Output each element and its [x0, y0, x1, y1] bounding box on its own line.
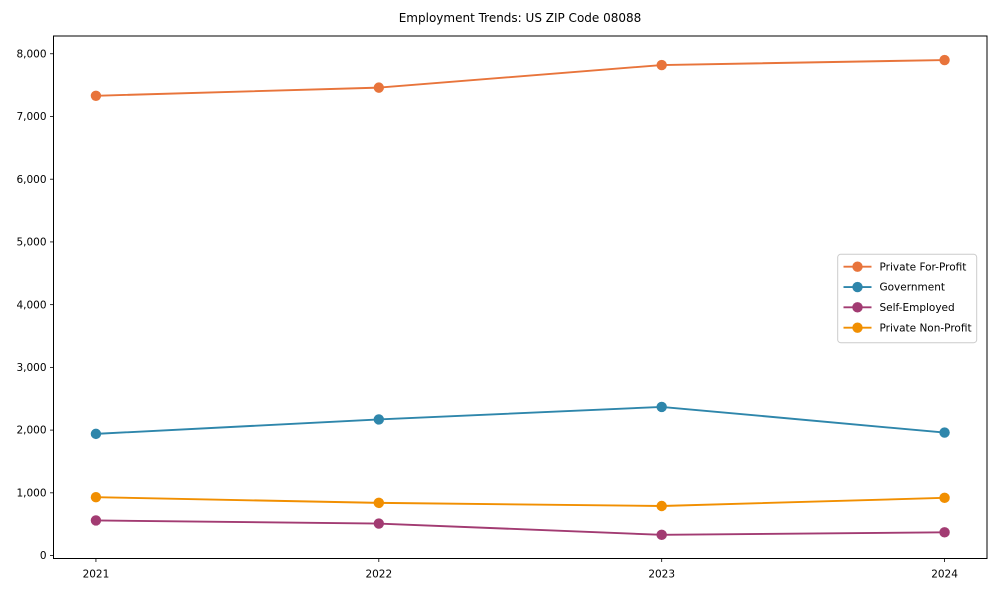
x-axis-tick-label: 2023	[648, 569, 675, 581]
y-axis-tick-label: 2,000	[16, 425, 46, 437]
data-point-marker-self-employed	[656, 529, 667, 541]
data-point-marker-government	[939, 427, 950, 438]
data-point-marker-private-non-profit	[656, 500, 667, 512]
y-axis-tick-label: 1,000	[16, 487, 46, 499]
y-axis-tick-label: 7,000	[16, 111, 46, 123]
series-group	[90, 54, 950, 541]
data-point-marker-private-for-profit	[939, 54, 950, 66]
data-point-marker-self-employed	[939, 527, 950, 538]
data-point-marker-private-for-profit	[656, 59, 667, 71]
data-point-marker-self-employed	[373, 518, 385, 529]
data-point-marker-government	[90, 428, 102, 440]
y-axis-tick-label: 5,000	[16, 237, 46, 249]
plot-border	[53, 35, 988, 559]
data-point-marker-private-non-profit	[90, 492, 102, 503]
series-line-government	[95, 405, 945, 435]
legend-sample-marker-self-employed	[852, 302, 863, 313]
legend-label-private-for-profit: Private For-Profit	[880, 261, 967, 273]
data-point-marker-private-non-profit	[373, 497, 385, 509]
y-axis-tick-label: 8,000	[16, 48, 46, 60]
y-axis-tick-label: 6,000	[16, 174, 46, 186]
legend-box	[837, 253, 978, 344]
data-point-marker-self-employed	[90, 515, 102, 526]
legend-sample-marker-private-for-profit	[852, 261, 863, 272]
legend-label-self-employed: Self-Employed	[880, 302, 955, 314]
data-point-marker-government	[373, 414, 385, 425]
y-axis-tick-label: 4,000	[16, 299, 46, 311]
data-point-marker-private-for-profit	[373, 82, 385, 93]
legend-label-private-non-profit: Private Non-Profit	[880, 322, 972, 334]
y-axis-tick-label: 0	[40, 550, 47, 562]
series-line-self-employed	[95, 519, 945, 536]
chart-title: Employment Trends: US ZIP Code 08088	[399, 11, 642, 25]
legend-label-government: Government	[880, 282, 945, 294]
x-axis-tick-label: 2024	[931, 569, 958, 581]
legend-sample-marker-private-non-profit	[852, 322, 863, 333]
x-axis-tick-label: 2021	[83, 569, 110, 581]
series-line-private-non-profit	[95, 496, 945, 507]
y-axis: 0 1,000 2,000 3,000 4,000 5,000 6,000 7,000 8,00…	[16, 48, 54, 562]
legend: Private For-Profit Government Self-Employe…	[837, 253, 978, 344]
x-axis: 2021 2022 2023 2024	[83, 558, 958, 581]
data-point-marker-private-non-profit	[939, 492, 950, 504]
y-axis-tick-label: 3,000	[16, 362, 46, 374]
data-point-marker-government	[656, 401, 667, 413]
x-axis-tick-label: 2022	[365, 569, 392, 581]
legend-sample-marker-government	[852, 281, 863, 293]
series-line-private-for-profit	[95, 59, 945, 97]
data-point-marker-private-for-profit	[90, 90, 102, 101]
